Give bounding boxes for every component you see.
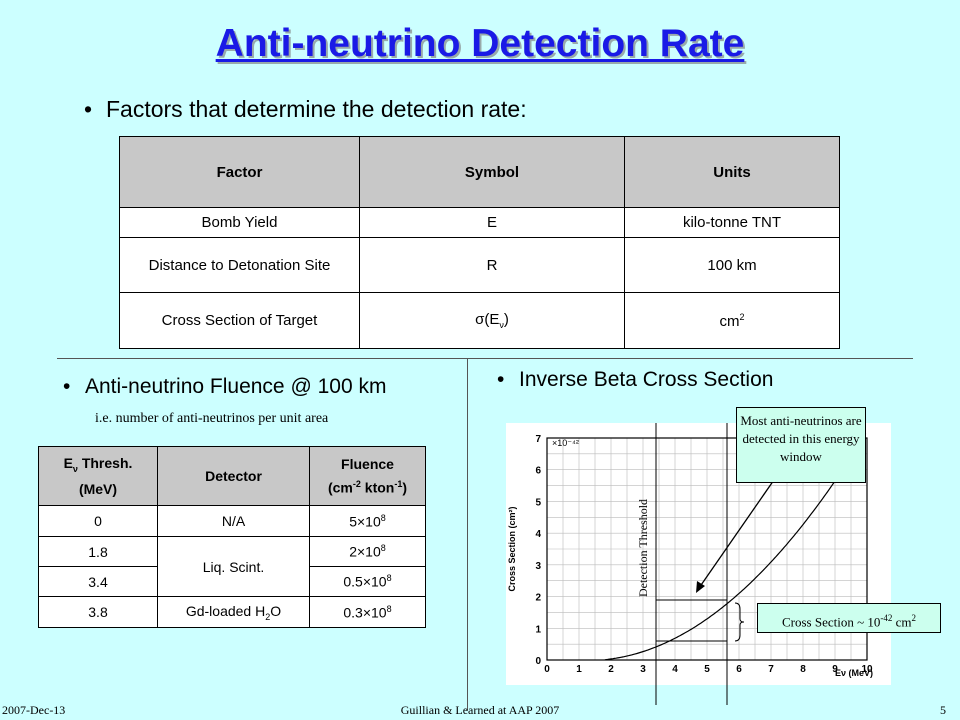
fluence-table: Eν Thresh. (MeV) Detector Fluence (cm-2 kt… [38,446,426,628]
threshold-label: Detection Threshold [636,499,650,597]
header-threshold: Eν Thresh. (MeV) [38,446,158,506]
brace-icon [734,602,745,642]
bullet-fluence: • Anti-neutrino Fluence @ 100 km [63,375,386,399]
footer-date: 2007-Dec-13 [2,703,66,717]
plot-ylabel: Cross Section (cm²) [507,506,517,591]
header-units: Units [624,136,840,208]
table-row: 3.4 0.5×108 [38,566,426,597]
y-tick-label: 7 [535,434,541,445]
bullet-fluence-text: Anti-neutrino Fluence @ 100 km [85,375,387,398]
table-row: Distance to Detonation Site R 100 km [119,237,840,293]
x-tick-label: 1 [576,664,582,675]
cell-threshold: 3.4 [38,566,158,597]
callout-cross-section: Cross Section ~ 10-42 cm2 [757,603,941,633]
y-tick-label: 1 [535,624,541,635]
cell-fluence: 0.5×108 [309,566,426,597]
x-tick-label: 5 [704,664,710,675]
y-tick-label: 6 [535,466,541,477]
cell-fluence: 5×108 [309,505,426,537]
plot-scale-label: ×10⁻⁴² [552,438,579,448]
arrow-head-icon [696,581,705,593]
x-tick-label: 3 [640,664,646,675]
x-tick-label: 0 [544,664,550,675]
cell-symbol: E [359,207,625,238]
x-tick-label: 6 [736,664,742,675]
callout-energy-window: Most anti-neutrinos are detected in this… [736,407,866,483]
header-factor: Factor [119,136,360,208]
cell-factor: Cross Section of Target [119,292,360,349]
table-row: Cross Section of Target σ(Eν) cm2 [119,292,840,349]
horizontal-divider [57,358,913,359]
cell-detector: Gd-loaded H2O [157,596,310,628]
arrow-line [698,476,777,589]
table-header-row: Factor Symbol Units [119,136,840,208]
header-fluence: Fluence (cm-2 kton-1) [309,446,426,506]
y-tick-label: 3 [535,561,541,572]
bullet-cross-section-text: Inverse Beta Cross Section [519,368,774,391]
vertical-divider [467,358,468,710]
cell-fluence: 2×108 [309,536,426,567]
y-tick-label: 0 [535,656,541,667]
cell-units: cm2 [624,292,840,349]
bullet-dot: • [84,96,93,122]
cell-fluence: 0.3×108 [309,596,426,628]
plot-tick-labels: 0 1 2 3 4 5 6 7 0 1 2 3 4 5 6 7 8 9 10 [535,434,873,675]
bullet-cross-section: • Inverse Beta Cross Section [497,368,773,392]
page-title: Anti-neutrino Detection Rate [215,22,745,65]
x-tick-label: 9 [832,664,838,675]
cell-symbol: σ(Eν) [359,292,625,349]
table-row: 3.8 Gd-loaded H2O 0.3×108 [38,596,426,628]
bullet-factors: • Factors that determine the detection ra… [84,96,527,123]
x-tick-label: 4 [672,664,678,675]
footer-page-number: 5 [940,703,946,717]
table-row: 0 N/A 5×108 [38,505,426,537]
cross-section-curve [604,433,867,661]
table-row: 1.8 Liq. Scint. 2×108 [38,536,426,597]
cell-detector: N/A [157,505,310,537]
bullet-dot: • [497,368,505,391]
cell-threshold: 0 [38,505,158,537]
cell-factor: Bomb Yield [119,207,360,238]
table-row: Bomb Yield E kilo-tonne TNT [119,207,840,238]
bullet-dot: • [63,375,71,398]
footer-credit: Guillian & Learned at AAP 2007 [400,703,560,717]
bullet-factors-text: Factors that determine the detection rat… [106,96,527,122]
cell-factor: Distance to Detonation Site [119,237,360,293]
factors-table: Factor Symbol Units Bomb Yield E kilo-to… [119,136,840,349]
plot-xlabel: Eν (MeV) [835,668,873,678]
fluence-note: i.e. number of anti-neutrinos per unit a… [95,411,329,426]
y-tick-label: 4 [535,529,541,540]
header-symbol: Symbol [359,136,625,208]
cell-detector: Liq. Scint. [157,536,310,597]
x-tick-label: 10 [861,664,873,675]
y-tick-label: 5 [535,497,541,508]
header-detector: Detector [157,446,310,506]
y-tick-label: 2 [535,593,541,604]
cell-units: 100 km [624,237,840,293]
x-tick-label: 2 [608,664,614,675]
x-tick-label: 7 [768,664,774,675]
plot-frame [546,437,868,661]
table-header-row: Eν Thresh. (MeV) Detector Fluence (cm-2 kt… [38,446,426,506]
x-tick-label: 8 [800,664,806,675]
